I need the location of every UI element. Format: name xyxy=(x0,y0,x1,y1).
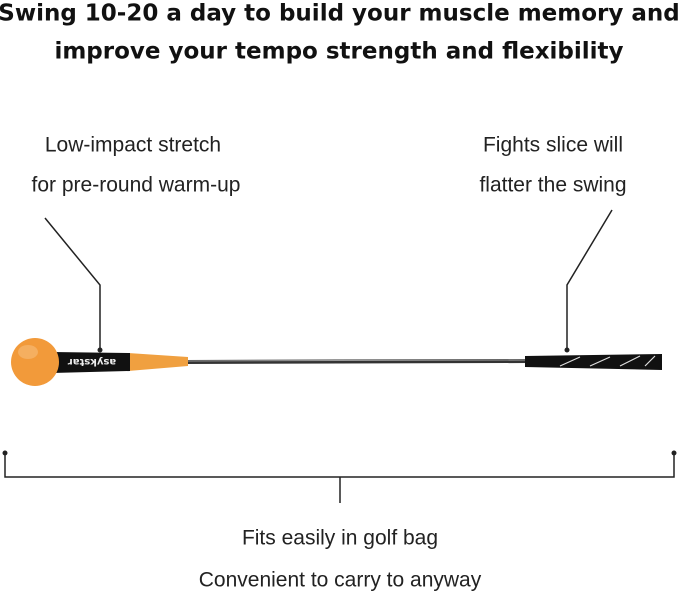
title-line: improve your tempo strength and flexibil… xyxy=(54,39,623,65)
ball xyxy=(11,338,59,386)
bracket xyxy=(2,450,677,503)
ball-highlight xyxy=(18,345,38,359)
black-grip xyxy=(52,352,130,373)
orange-collar xyxy=(128,353,188,371)
leader-line xyxy=(44,217,101,350)
leader-dot xyxy=(97,347,103,353)
end-grip xyxy=(525,354,662,370)
callout-text: for pre-round warm-up xyxy=(32,174,241,197)
footer-text: Fits easily in golf bag xyxy=(242,527,438,550)
shaft-highlight xyxy=(184,359,531,362)
callout-text: Fights slice will xyxy=(483,134,623,157)
leader-line xyxy=(566,209,613,350)
footer-text: Convenient to carry to anyway xyxy=(199,569,482,592)
title-line: Swing 10-20 a day to build your muscle m… xyxy=(0,1,679,27)
callout-text: Low-impact stretch xyxy=(45,134,221,157)
shaft xyxy=(184,359,531,364)
logo: asykstar xyxy=(68,356,116,367)
grip-pattern xyxy=(559,355,656,367)
leader-dot xyxy=(564,347,570,353)
golf-club: asykstar xyxy=(11,338,662,386)
callout-text: flatter the swing xyxy=(479,174,626,197)
